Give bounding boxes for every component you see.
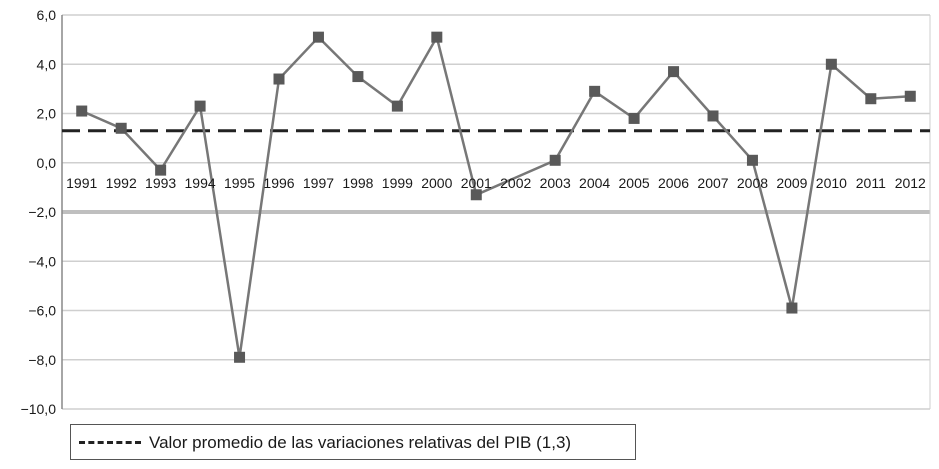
x-tick-label: 2011	[856, 175, 886, 191]
data-point	[746, 154, 758, 166]
x-tick-label: 1997	[303, 175, 334, 191]
data-point	[155, 164, 167, 176]
y-tick-label: 2,0	[37, 106, 57, 122]
series-line	[81, 35, 911, 359]
y-tick-label: −10,0	[21, 401, 57, 417]
data-point	[115, 122, 127, 134]
data-point	[668, 66, 680, 78]
data-point	[865, 93, 877, 105]
y-tick-label: −8,0	[28, 352, 56, 368]
x-tick-label: 2009	[776, 175, 807, 191]
data-point	[628, 112, 640, 124]
data-point	[589, 85, 601, 97]
x-tick-label: 2002	[500, 175, 531, 191]
x-tick-label: 2010	[816, 175, 847, 191]
y-tick-labels: 6,0 4,0 2,0 0,0 −2,0 −4,0 −6,0 −8,0 −10,0	[21, 7, 57, 417]
x-tick-label: 2004	[579, 175, 610, 191]
x-tick-label: 1993	[145, 175, 176, 191]
data-point	[352, 71, 364, 83]
data-point	[391, 100, 403, 112]
y-tick-label: −2,0	[28, 204, 56, 220]
grid	[62, 14, 930, 410]
x-tick-label: 1994	[185, 175, 216, 191]
y-tick-label: 6,0	[37, 7, 57, 23]
x-tick-labels: 1991 1992 1993 1994 1995 1996 1997 1998 1999 2000…	[66, 175, 926, 191]
data-point	[549, 154, 561, 166]
x-tick-label: 2001	[461, 175, 492, 191]
data-point	[786, 302, 798, 314]
y-tick-label: −4,0	[28, 253, 56, 269]
x-tick-label: 1992	[106, 175, 137, 191]
x-tick-label: 2003	[540, 175, 571, 191]
data-point	[76, 105, 88, 117]
legend-label: Valor promedio de las variaciones relati…	[149, 433, 572, 452]
data-point	[273, 73, 285, 85]
data-point	[904, 90, 916, 102]
x-tick-label: 2000	[421, 175, 452, 191]
x-tick-label: 1998	[342, 175, 373, 191]
x-tick-label: 2005	[619, 175, 650, 191]
x-tick-label: 1991	[66, 175, 97, 191]
y-tick-label: 4,0	[37, 56, 57, 72]
data-point	[825, 58, 837, 70]
data-point	[707, 110, 719, 122]
data-point	[470, 189, 482, 201]
line-chart: 6,04,02,00,0−2,0−4,0−6,0−8,0−10,0 1991 19…	[21, 7, 931, 417]
data-point	[312, 31, 324, 43]
y-tick-label: 0,0	[37, 155, 57, 171]
x-tick-label: 1995	[224, 175, 255, 191]
data-point	[234, 351, 246, 363]
x-tick-label: 2007	[697, 175, 728, 191]
y-tick-label: −6,0	[28, 303, 56, 319]
x-tick-label: 2012	[895, 175, 926, 191]
series-group	[76, 31, 916, 363]
data-point	[194, 100, 206, 112]
data-point	[431, 31, 443, 43]
x-tick-label: 1996	[263, 175, 294, 191]
legend: Valor promedio de las variaciones relati…	[70, 424, 636, 460]
x-tick-label: 2008	[737, 175, 768, 191]
legend-dashed-line-swatch	[79, 441, 141, 444]
axes	[61, 15, 931, 409]
x-tick-label: 1999	[382, 175, 413, 191]
x-tick-label: 2006	[658, 175, 689, 191]
